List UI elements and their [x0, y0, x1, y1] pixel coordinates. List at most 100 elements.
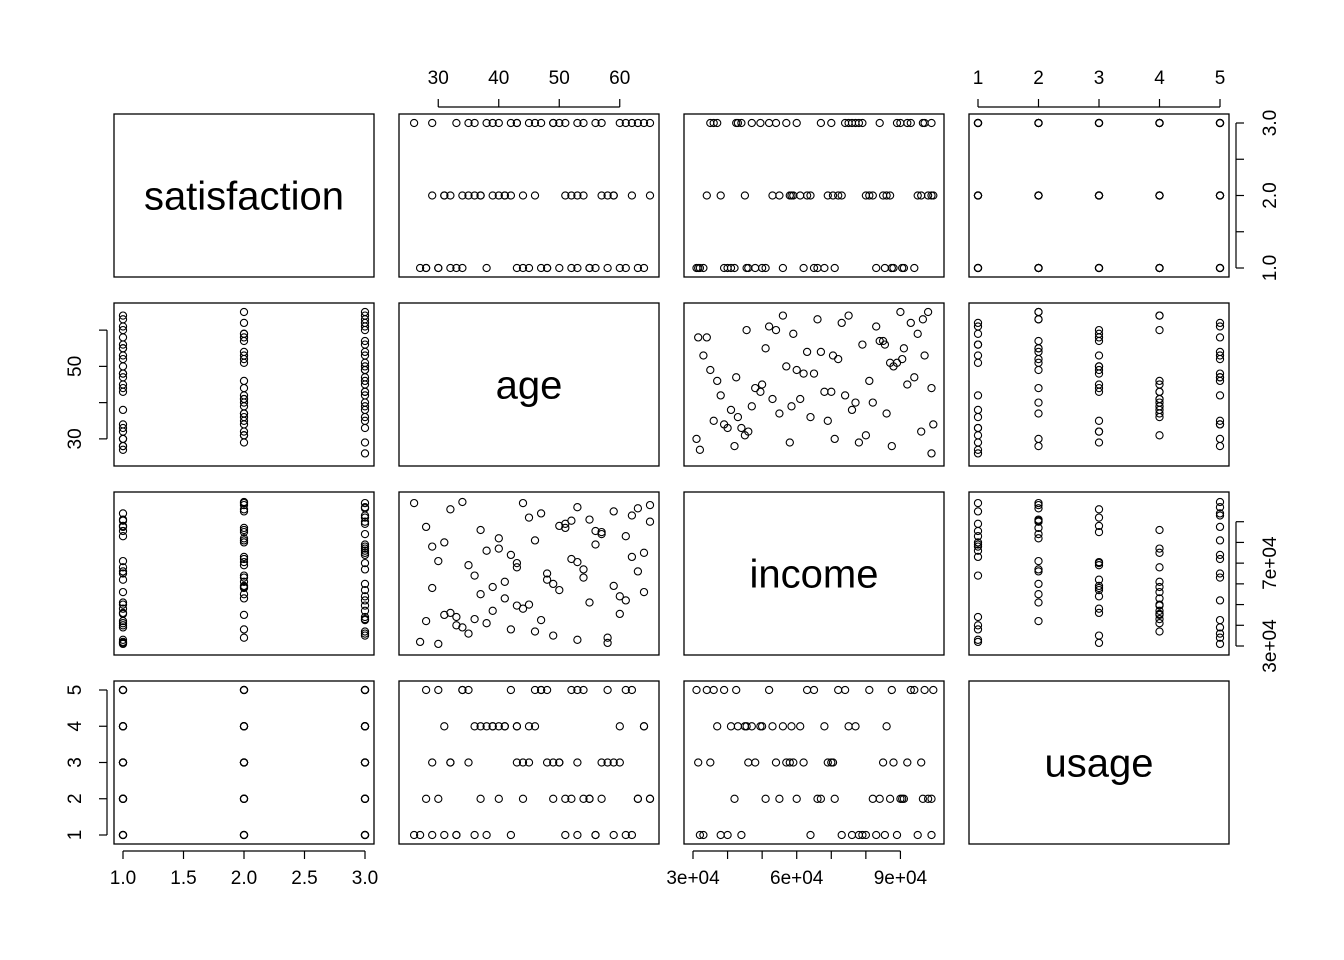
point-satisfaction-income-74	[239, 582, 249, 592]
point-satisfaction-age-41	[239, 420, 249, 429]
point-income-satisfaction-62	[823, 191, 832, 200]
point-age-usage-55	[561, 830, 570, 840]
point-usage-income-58	[1034, 529, 1043, 539]
point-age-income-74	[488, 582, 497, 592]
point-usage-age-1	[1215, 416, 1225, 425]
point-income-age-71	[802, 347, 812, 357]
point-satisfaction-age-27	[118, 362, 128, 371]
point-age-income-47	[609, 581, 618, 591]
point-usage-age-26	[1215, 333, 1225, 342]
point-usage-satisfaction-70	[973, 118, 983, 128]
point-usage-age-40	[973, 405, 983, 415]
point-income-usage-61	[906, 685, 915, 695]
point-income-satisfaction-43	[816, 118, 826, 128]
point-income-satisfaction-29	[740, 191, 750, 200]
point-age-income-15	[573, 635, 582, 644]
point-usage-income-73	[1034, 504, 1043, 513]
point-income-age-54	[778, 311, 788, 320]
point-usage-income-17	[1094, 527, 1104, 537]
point-age-satisfaction-41	[458, 191, 467, 200]
point-satisfaction-age-77	[239, 351, 249, 360]
panel-usage-vs-age	[398, 680, 660, 845]
point-age-income-9	[524, 600, 534, 609]
panel-age-vs-age	[398, 302, 660, 467]
point-income-usage-4	[844, 722, 853, 731]
point-age-satisfaction-45	[415, 263, 425, 273]
point-age-income-1	[464, 629, 473, 638]
point-satisfaction-income-0	[360, 498, 370, 508]
point-age-usage-66	[421, 685, 431, 695]
point-income-usage-32	[917, 758, 926, 767]
point-income-usage-68	[927, 794, 936, 803]
point-satisfaction-usage-70	[360, 830, 370, 840]
point-income-satisfaction-69	[742, 263, 751, 273]
point-income-satisfaction-11	[865, 191, 874, 200]
point-income-age-67	[771, 325, 781, 335]
point-age-income-27	[555, 521, 564, 531]
point-usage-income-1	[1215, 629, 1225, 638]
point-income-satisfaction-44	[882, 191, 891, 200]
point-income-age-10	[737, 423, 746, 433]
point-usage-income-24	[1155, 563, 1164, 572]
point-income-satisfaction-48	[899, 263, 909, 273]
usage-left-tick-label: 2	[65, 793, 86, 804]
point-usage-age-72	[1094, 333, 1104, 342]
point-age-usage-79	[512, 722, 522, 731]
point-income-satisfaction-33	[830, 263, 839, 273]
panel-satisfaction-vs-usage	[968, 113, 1230, 278]
point-usage-income-40	[973, 546, 983, 555]
point-income-usage-8	[885, 794, 895, 803]
point-age-income-12	[542, 575, 552, 584]
point-satisfaction-age-33	[118, 434, 128, 444]
point-usage-income-37	[1094, 585, 1104, 595]
point-age-satisfaction-13	[645, 118, 655, 128]
point-income-satisfaction-76	[732, 118, 741, 128]
point-age-usage-78	[567, 794, 576, 803]
point-age-usage-73	[633, 794, 643, 803]
point-age-satisfaction-30	[621, 263, 630, 273]
point-age-income-61	[627, 511, 637, 520]
point-age-income-30	[621, 532, 630, 541]
point-age-income-45	[415, 637, 425, 647]
point-age-usage-47	[609, 758, 618, 767]
point-income-satisfaction-75	[880, 263, 890, 273]
point-income-age-70	[854, 438, 864, 447]
point-income-age-62	[823, 416, 832, 425]
point-satisfaction-usage-67	[360, 758, 370, 767]
point-income-age-20	[837, 318, 846, 328]
point-income-usage-75	[880, 830, 890, 840]
point-satisfaction-income-54	[118, 587, 128, 597]
point-age-satisfaction-10	[452, 118, 461, 128]
point-satisfaction-age-11	[239, 376, 249, 386]
point-age-usage-22	[524, 758, 534, 767]
point-age-satisfaction-8	[561, 191, 570, 200]
point-income-age-26	[702, 333, 711, 342]
point-satisfaction-income-34	[360, 627, 370, 636]
point-income-age-40	[847, 405, 857, 415]
point-usage-income-27	[1094, 521, 1104, 531]
point-age-income-53	[645, 500, 655, 510]
point-satisfaction-age-62	[239, 416, 249, 425]
point-income-age-32	[917, 427, 926, 436]
point-income-usage-58	[875, 794, 884, 803]
point-satisfaction-income-75	[118, 526, 128, 536]
point-usage-income-66	[1215, 522, 1225, 532]
point-income-usage-64	[851, 722, 860, 731]
point-income-age-12	[799, 369, 808, 378]
panel-age-vs-usage	[968, 302, 1230, 467]
point-income-satisfaction-20	[837, 191, 846, 200]
point-age-satisfaction-78	[567, 263, 576, 273]
point-income-age-65	[716, 391, 725, 400]
point-income-age-79	[756, 387, 765, 396]
point-age-usage-15	[573, 830, 582, 840]
point-income-age-15	[699, 351, 708, 360]
point-age-usage-68	[518, 794, 528, 803]
point-satisfaction-income-56	[239, 554, 249, 564]
point-usage-income-19	[1155, 606, 1164, 615]
point-income-usage-5	[913, 830, 922, 840]
point-usage-satisfaction-75	[973, 263, 983, 273]
point-income-usage-11	[865, 685, 874, 695]
point-usage-income-62	[1094, 561, 1104, 570]
point-satisfaction-age-50	[239, 431, 249, 440]
